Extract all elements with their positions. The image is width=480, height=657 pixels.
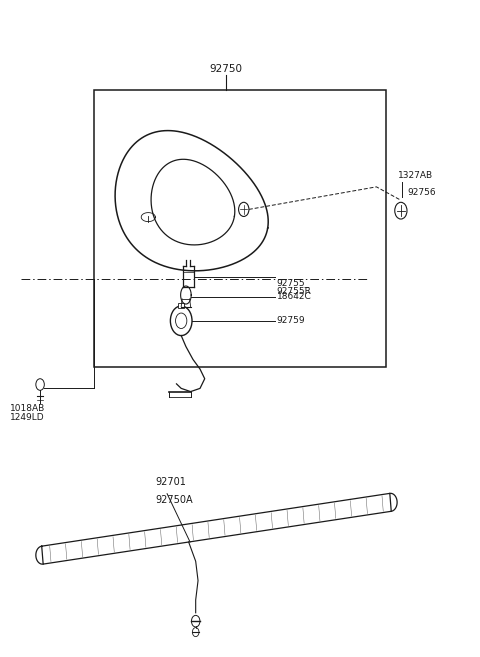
Bar bbox=[179, 303, 184, 308]
Text: 92759: 92759 bbox=[276, 316, 305, 325]
Text: 18642C: 18642C bbox=[276, 292, 312, 302]
Bar bbox=[94, 90, 386, 367]
Text: 1018AB: 1018AB bbox=[10, 405, 45, 413]
Text: 92701: 92701 bbox=[156, 477, 186, 487]
Text: 92755_: 92755_ bbox=[276, 278, 310, 286]
Text: 1327AB: 1327AB bbox=[397, 171, 432, 181]
Text: 92755R: 92755R bbox=[276, 286, 312, 296]
Text: 92750A: 92750A bbox=[156, 495, 193, 505]
Text: 1249LD: 1249LD bbox=[10, 413, 44, 422]
Text: 92750: 92750 bbox=[209, 64, 242, 74]
Text: 92756: 92756 bbox=[407, 188, 436, 197]
